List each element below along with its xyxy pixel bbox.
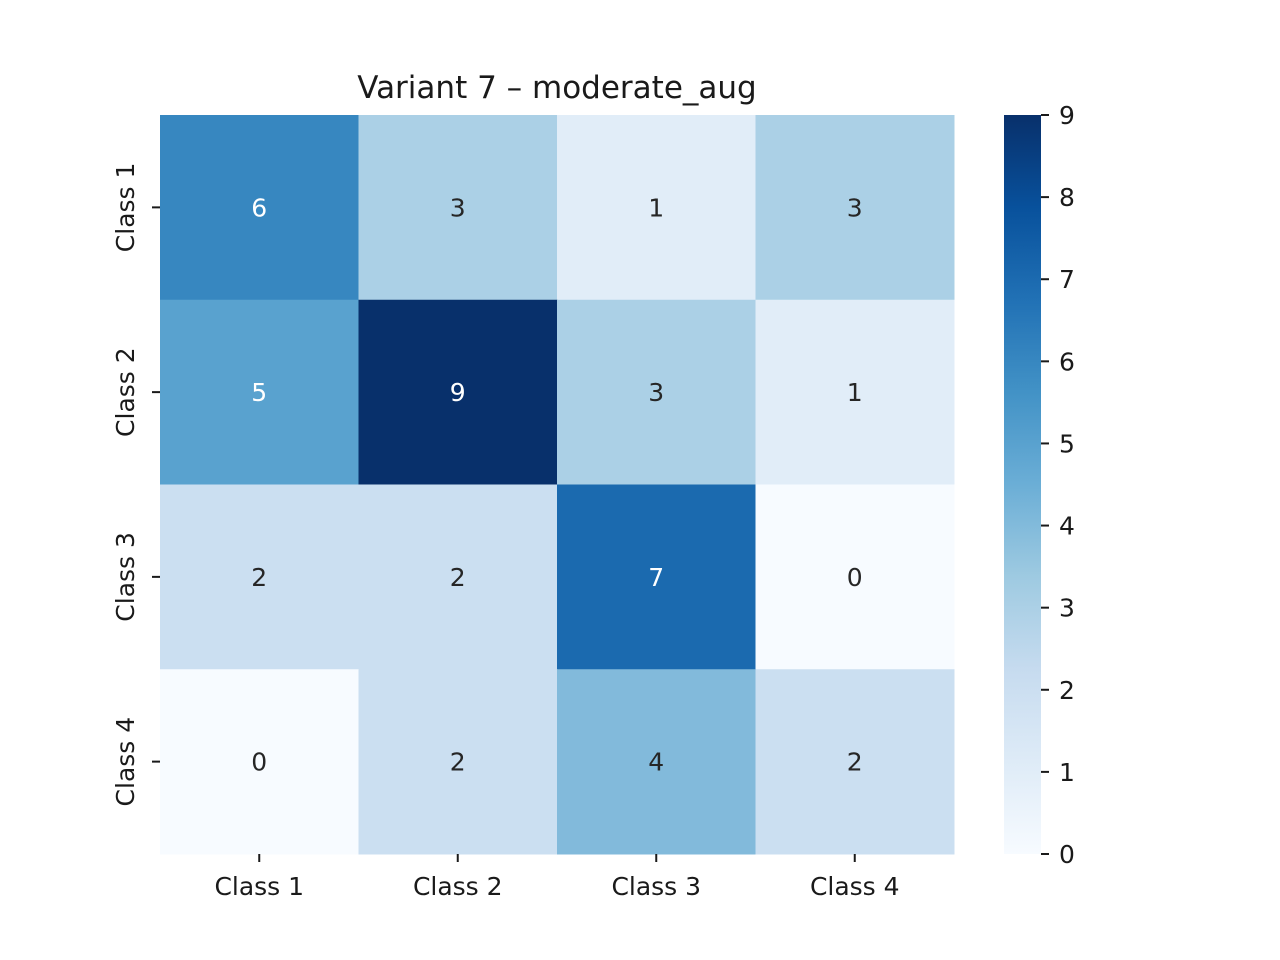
heatmap-cell — [755, 299, 955, 485]
colorbar-tick-label: 6 — [1059, 347, 1075, 376]
cell-value-label: 0 — [847, 563, 863, 592]
heatmap-cell — [557, 669, 756, 855]
colorbar-gradient — [1004, 115, 1041, 854]
cell-value-label: 3 — [648, 378, 664, 407]
heatmap-cells — [160, 115, 955, 855]
y-axis: Class 1 Class 2 Class 3 Class 4 — [111, 163, 160, 807]
y-tick-label: Class 4 — [111, 717, 140, 807]
heatmap-cell — [358, 115, 558, 301]
heatmap-cell — [160, 299, 359, 485]
chart-title: Variant 7 – moderate_aug — [357, 70, 756, 106]
cell-value-label: 9 — [450, 378, 466, 407]
cell-value-label: 5 — [251, 378, 267, 407]
colorbar-tick-label: 4 — [1059, 512, 1075, 541]
cell-value-label: 4 — [648, 748, 664, 777]
cell-value-label: 2 — [450, 748, 466, 777]
heatmap-cell-labels: 6 3 1 3 5 9 3 1 2 2 7 0 0 2 4 2 — [251, 193, 862, 776]
cell-value-label: 6 — [251, 193, 267, 222]
colorbar-tick-label: 8 — [1059, 183, 1075, 212]
colorbar-tick-label: 5 — [1059, 429, 1075, 458]
cell-value-label: 3 — [450, 193, 466, 222]
colorbar-tick-label: 7 — [1059, 265, 1075, 294]
heatmap-cell — [358, 484, 558, 670]
cell-value-label: 2 — [251, 563, 267, 592]
colorbar-tick-label: 0 — [1059, 840, 1075, 869]
colorbar — [1004, 115, 1041, 854]
heatmap-cell — [160, 484, 359, 670]
heatmap-cell — [358, 669, 558, 855]
heatmap-cell — [160, 669, 359, 855]
y-tick-label: Class 3 — [111, 532, 140, 622]
y-tick-label: Class 1 — [111, 163, 140, 253]
heatmap-cell — [358, 299, 558, 485]
heatmap-cell — [755, 669, 955, 855]
x-axis: Class 1 Class 2 Class 3 Class 4 — [214, 854, 900, 901]
heatmap-cell — [755, 484, 955, 670]
colorbar-ticks: 0 1 2 3 4 5 6 7 8 9 — [1041, 101, 1075, 869]
heatmap-cell — [755, 115, 955, 301]
cell-value-label: 2 — [450, 563, 466, 592]
x-tick-label: Class 3 — [611, 872, 701, 901]
heatmap-cell — [557, 299, 756, 485]
cell-value-label: 3 — [847, 193, 863, 222]
colorbar-tick-label: 3 — [1059, 594, 1075, 623]
y-tick-label: Class 2 — [111, 347, 140, 437]
x-tick-label: Class 1 — [214, 872, 304, 901]
cell-value-label: 7 — [648, 563, 664, 592]
x-tick-label: Class 2 — [413, 872, 503, 901]
cell-value-label: 1 — [847, 378, 863, 407]
heatmap-cell — [160, 115, 359, 301]
cell-value-label: 1 — [648, 193, 664, 222]
x-tick-label: Class 4 — [810, 872, 900, 901]
colorbar-tick-label: 1 — [1059, 758, 1075, 787]
cell-value-label: 2 — [847, 748, 863, 777]
cell-value-label: 0 — [251, 748, 267, 777]
colorbar-tick-label: 2 — [1059, 676, 1075, 705]
heatmap-cell — [557, 484, 756, 670]
heatmap-cell — [557, 115, 756, 301]
colorbar-tick-label: 9 — [1059, 101, 1075, 130]
